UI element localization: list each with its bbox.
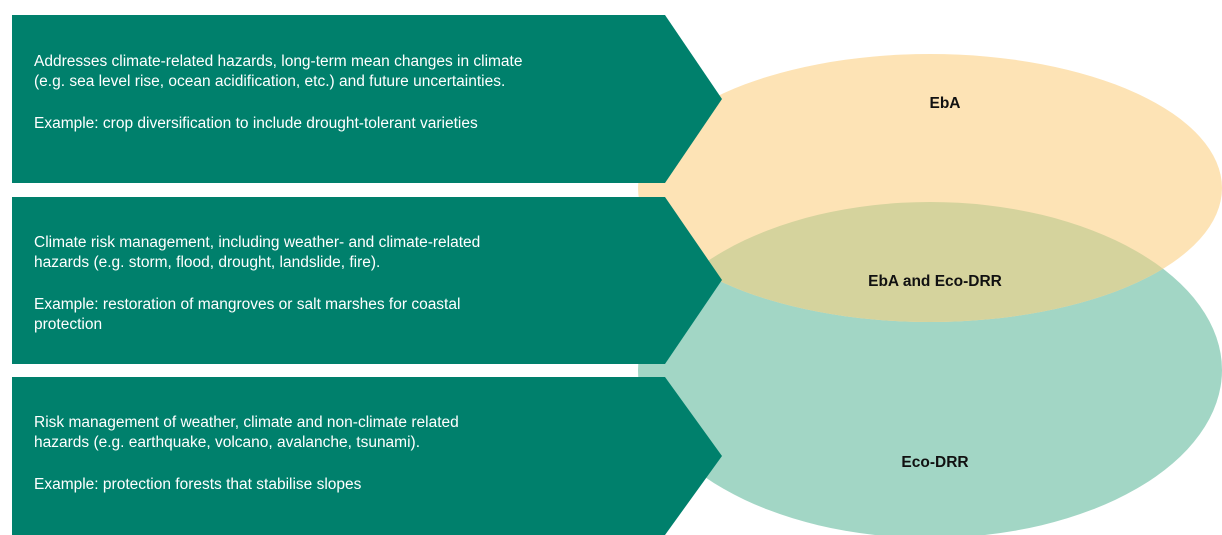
example-line: Example: protection forests that stabili… <box>34 476 362 493</box>
ellipse-label: EbA and Eco-DRR <box>868 273 1002 290</box>
arrow-box <box>12 197 722 364</box>
description-line: Risk management of weather, climate and … <box>34 414 459 431</box>
description-line: (e.g. sea level rise, ocean acidificatio… <box>34 73 505 90</box>
description-line: Climate risk management, including weath… <box>34 234 480 251</box>
arrow-box <box>12 377 722 535</box>
overlap <box>638 202 1222 322</box>
ellipse-label: Eco-DRR <box>901 454 968 471</box>
description-line: hazards (e.g. earthquake, volcano, avala… <box>34 434 420 451</box>
example-line: Example: crop diversification to include… <box>34 115 478 132</box>
description-line: hazards (e.g. storm, flood, drought, lan… <box>34 254 380 271</box>
description-line: Addresses climate-related hazards, long-… <box>34 53 522 70</box>
example-line: protection <box>34 316 102 333</box>
ellipse-label: EbA <box>930 95 961 112</box>
arrow-box <box>12 15 722 183</box>
example-line: Example: restoration of mangroves or sal… <box>34 296 460 313</box>
